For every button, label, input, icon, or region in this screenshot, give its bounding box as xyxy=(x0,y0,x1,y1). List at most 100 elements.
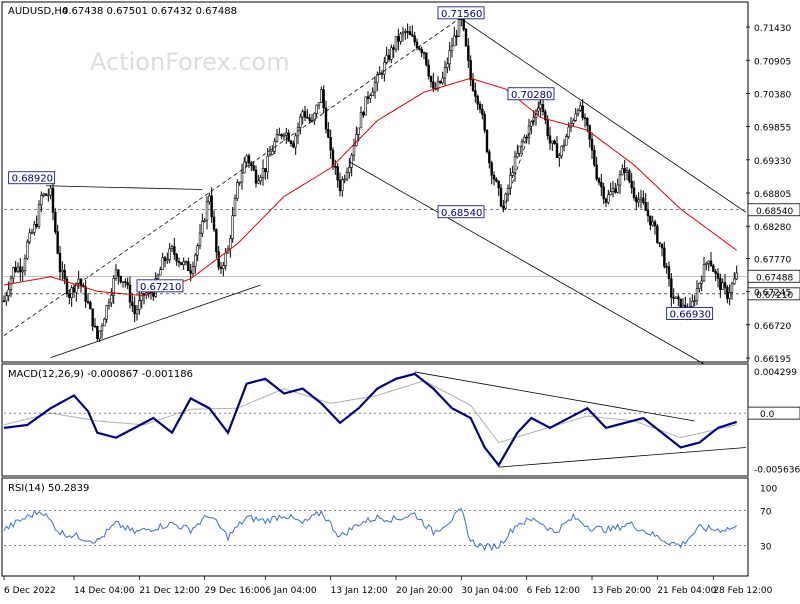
candle-body xyxy=(33,223,36,233)
price-annotation-label: 0.67210 xyxy=(140,282,181,293)
candle-body xyxy=(329,137,332,151)
candle-body xyxy=(126,282,129,286)
candle-body xyxy=(63,269,66,280)
candle-body xyxy=(614,188,617,193)
candle-body xyxy=(205,201,209,221)
candle-body xyxy=(215,229,218,252)
axis-layer: 0.68540 0.67488 0.67210 0.71430 0.70905 0.703… xyxy=(3,24,800,596)
price-y-tick-label: 0.66195 xyxy=(754,355,791,365)
candle-body xyxy=(712,265,715,272)
rsi-y-tick-label: 30 xyxy=(760,543,772,553)
candle-body xyxy=(474,90,477,97)
candle-body xyxy=(86,301,90,303)
candle-body xyxy=(593,149,596,166)
candle-body xyxy=(572,120,575,124)
price-annotation-box xyxy=(136,279,184,293)
candle-body xyxy=(544,111,547,121)
price-panel-frame xyxy=(1,1,749,363)
candle-body xyxy=(707,260,710,264)
candle-body xyxy=(735,272,738,280)
candle-body xyxy=(530,121,533,127)
candle-body xyxy=(135,309,139,315)
candle-body xyxy=(422,52,426,54)
macd-layer xyxy=(3,371,747,468)
candle-body xyxy=(170,246,174,250)
candle-body xyxy=(68,293,71,299)
candle-body xyxy=(618,174,622,186)
chart-ohlc: 0.67438 0.67501 0.67432 0.67488 xyxy=(62,6,237,17)
candle-body xyxy=(231,215,234,239)
candle-body xyxy=(359,112,363,129)
candle-body xyxy=(404,31,407,33)
candle-body xyxy=(518,145,521,154)
candle-body xyxy=(371,91,374,97)
price-annotation-box xyxy=(437,205,485,219)
candle-body xyxy=(348,167,351,173)
candle-body xyxy=(700,280,703,284)
candle-body xyxy=(30,231,34,234)
candle-body xyxy=(61,269,64,273)
candle-body xyxy=(245,155,248,163)
macd-line xyxy=(3,372,737,468)
candle-body xyxy=(128,284,132,303)
candle-body xyxy=(217,251,220,268)
candle-body xyxy=(635,197,638,203)
candle-body xyxy=(285,132,288,136)
candle-body xyxy=(110,295,113,304)
candle-body xyxy=(728,292,731,299)
candle-body xyxy=(427,64,430,77)
ema-line xyxy=(3,77,737,297)
candle-body xyxy=(658,242,661,245)
candle-body xyxy=(240,172,244,183)
candle-body xyxy=(709,260,713,267)
candle-body xyxy=(91,308,94,327)
candle-body xyxy=(163,257,167,262)
dashed-channel-upper xyxy=(3,18,460,336)
candle-body xyxy=(44,193,48,196)
candle-body xyxy=(523,136,526,143)
candle-body xyxy=(243,161,246,174)
candle-body xyxy=(448,50,451,65)
candle-body xyxy=(553,140,556,144)
candle-body xyxy=(355,134,358,147)
x-tick-label: 30 Jan 04:00 xyxy=(461,586,518,596)
candle-body xyxy=(567,126,570,137)
candle-body xyxy=(252,165,255,171)
candle-body xyxy=(546,119,549,137)
candle-body xyxy=(586,117,589,126)
candle-body xyxy=(96,325,99,340)
candle-body xyxy=(247,155,251,164)
candle-body xyxy=(56,231,59,254)
candle-body xyxy=(233,198,237,217)
candle-body xyxy=(674,296,678,299)
candle-body xyxy=(49,187,52,196)
candle-body xyxy=(632,187,636,198)
candle-body xyxy=(180,262,183,266)
macd-title: MACD(12,26,9) -0.000867 -0.001186 xyxy=(8,369,193,380)
candle-body xyxy=(672,296,675,299)
candle-body xyxy=(467,45,470,61)
candle-body xyxy=(560,145,563,157)
x-tick-label: 6 Jan 04:00 xyxy=(265,586,317,596)
watermark: ActionForex.com xyxy=(90,48,290,76)
candle-body xyxy=(89,301,92,310)
candle-body xyxy=(637,199,640,203)
candle-body xyxy=(644,202,647,211)
price-annotation-box xyxy=(507,87,555,101)
candle-body xyxy=(28,232,31,243)
candle-body xyxy=(357,127,360,135)
candle-body xyxy=(119,276,122,283)
candle-body xyxy=(238,181,241,184)
candle-body xyxy=(660,243,664,249)
candle-body xyxy=(488,151,491,164)
candle-body xyxy=(168,248,171,260)
candle-body xyxy=(345,172,349,180)
candle-body xyxy=(327,128,330,138)
candle-body xyxy=(455,35,458,38)
level-price-box xyxy=(747,287,800,301)
candle-body xyxy=(301,111,304,118)
x-tick-label: 13 Jan 12:00 xyxy=(331,586,388,596)
candle-body xyxy=(677,296,680,300)
candle-body xyxy=(338,179,342,192)
